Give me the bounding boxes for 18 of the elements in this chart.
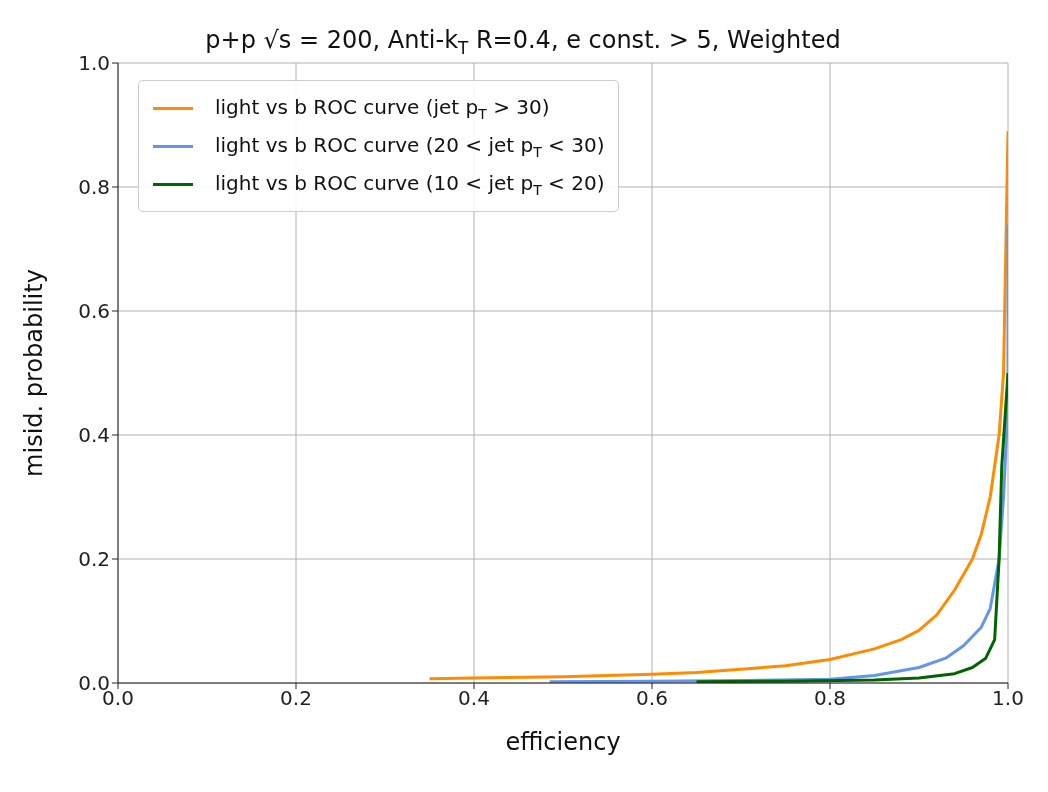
- y-axis-title: misid. probability: [19, 269, 48, 477]
- line-series: [428, 129, 1008, 681]
- x-tick-label: 0.6: [636, 686, 668, 711]
- legend-label: light vs b ROC curve (10 < jet p$_{T}$ < 20): [215, 170, 605, 198]
- y-tick-label: 0.6: [78, 299, 110, 324]
- y-tick-label: 0.4: [78, 423, 110, 448]
- x-tick-label: 1.0: [992, 686, 1024, 711]
- chart-title: p+p √s = 200, Anti-k$_{T}$ R=0.4, e const. > 5, Weighted: [205, 26, 841, 58]
- y-tick-label: 0.8: [78, 175, 110, 200]
- x-tick-label: 0.2: [280, 686, 312, 711]
- legend-label: light vs b ROC curve (20 < jet p$_{T}$ < 30): [215, 132, 605, 160]
- x-tick-label: 0.4: [458, 686, 490, 711]
- y-tick-label: 0.2: [78, 547, 110, 572]
- x-tick-label: 0.8: [814, 686, 846, 711]
- y-tick-label: 1.0: [78, 51, 110, 76]
- line-series: [695, 371, 1008, 683]
- legend-label: light vs b ROC curve (jet p$_{T}$ > 30): [215, 94, 550, 122]
- x-axis-title: efficiency: [505, 728, 621, 756]
